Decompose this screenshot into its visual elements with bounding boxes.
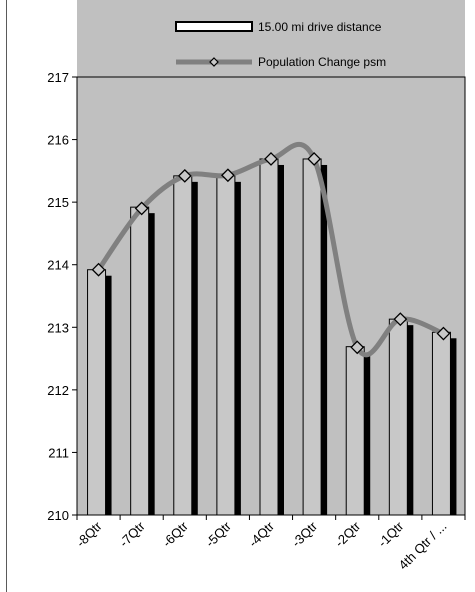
y-tick-label: 213 [47,320,69,335]
bar [130,206,150,516]
legend-label-line: Population Change psm [258,55,386,69]
x-tick-label: -2Qtr [332,518,364,550]
legend-label-bar: 15.00 mi drive distance [258,20,382,34]
bar [388,318,408,516]
x-tick-label: -3Qtr [289,518,321,550]
x-tick-label: -4Qtr [246,518,278,550]
x-tick-label: -7Qtr [116,518,148,550]
frame-left-border [6,0,7,592]
x-tick-label: -5Qtr [202,518,234,550]
bar [87,269,107,516]
line-marker [91,262,106,277]
bar [431,331,451,516]
line-marker [177,168,192,183]
line-marker [436,326,451,341]
series-line [96,142,446,358]
line-marker [264,152,278,166]
line-marker [134,201,149,216]
x-tick-label: -6Qtr [159,518,191,550]
y-tick-label: 214 [47,258,69,273]
line-marker [393,312,408,327]
y-tick-label: 216 [47,133,69,148]
bar [173,175,193,516]
x-tick-label: -8Qtr [73,518,105,550]
legend-swatch-marker [209,57,219,67]
y-tick-label: 210 [47,508,69,523]
y-tick-label: 215 [47,195,69,210]
bar [216,175,236,516]
x-tick-label: -1Qtr [375,518,407,550]
bar [345,346,365,516]
line-marker [220,168,235,183]
legend-swatch-bar [175,21,253,32]
y-tick-label: 217 [47,70,69,85]
line-marker [307,152,322,166]
bar [259,158,279,516]
line-marker [350,340,365,355]
bar [302,158,322,516]
y-tick-label: 211 [48,445,69,460]
y-tick-label: 212 [47,383,69,398]
legend-background [77,0,465,77]
